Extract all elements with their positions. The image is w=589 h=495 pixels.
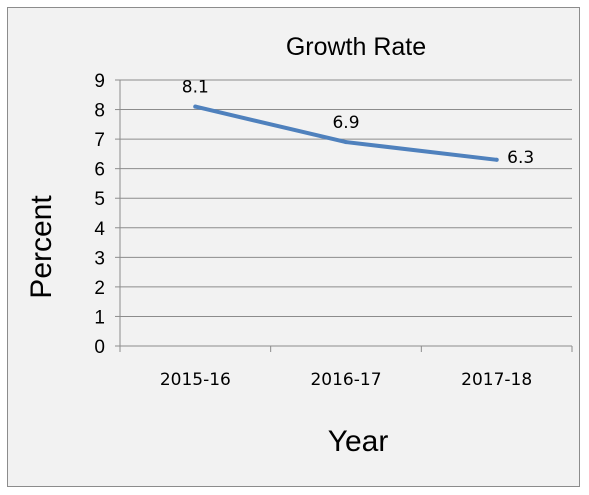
y-tick-label: 8: [94, 101, 105, 122]
x-tick-label: 2015-16: [160, 370, 231, 390]
y-axis-label: Percent: [25, 195, 58, 299]
x-tick-label: 2016-17: [310, 370, 381, 390]
chart-frame: [7, 7, 580, 487]
axes: [115, 79, 573, 352]
y-tick-label: 0: [94, 337, 105, 358]
data-point: [344, 140, 348, 145]
series-lines: [193, 104, 499, 162]
data-labels: 8.1 6.9 6.3: [182, 78, 534, 168]
y-tick-labels: 0 1 2 3 4 5 6 7 8 9: [94, 71, 105, 358]
data-point: [193, 104, 198, 109]
data-point: [494, 157, 499, 162]
y-tick-label: 9: [94, 71, 105, 92]
y-tick-label: 4: [94, 219, 105, 240]
x-tick-labels: 2015-16 2016-17 2017-18: [160, 370, 532, 390]
y-tick-label: 1: [94, 307, 105, 328]
chart-title: Growth Rate: [286, 33, 426, 61]
y-tick-label: 7: [94, 130, 105, 151]
data-label: 6.3: [507, 148, 534, 168]
x-tick-label: 2017-18: [461, 370, 532, 390]
data-label: 8.1: [182, 78, 209, 98]
data-label: 6.9: [332, 113, 359, 133]
y-tick-label: 5: [94, 189, 105, 210]
y-tick-label: 6: [94, 160, 105, 181]
y-tick-label: 2: [94, 278, 105, 299]
x-axis-label: Year: [328, 425, 389, 458]
y-tick-label: 3: [94, 248, 105, 269]
gridlines: [120, 79, 572, 317]
